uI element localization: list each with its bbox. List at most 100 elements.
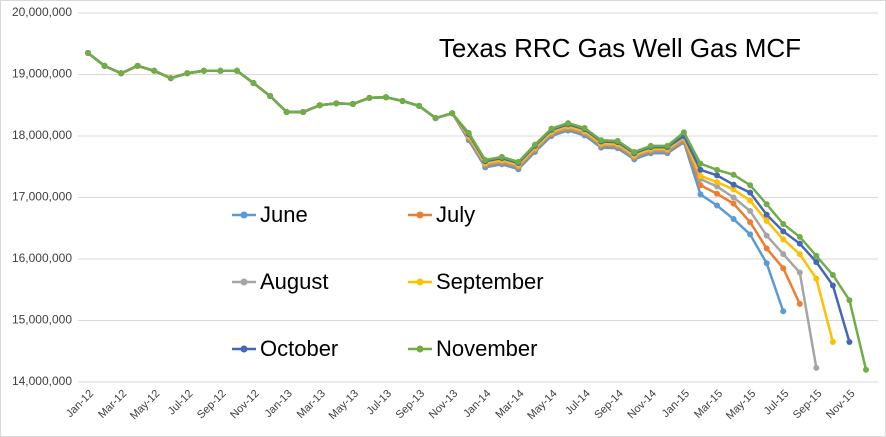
series-marker xyxy=(118,70,125,77)
series-marker xyxy=(714,166,721,173)
series-marker xyxy=(316,102,323,109)
series-marker xyxy=(796,300,803,307)
y-tick-label: 16,000,000 xyxy=(12,251,72,265)
series-marker xyxy=(747,197,754,204)
series-marker xyxy=(349,101,356,108)
series-marker xyxy=(283,109,290,116)
series-marker xyxy=(399,97,406,104)
series-marker xyxy=(714,183,721,190)
series-marker xyxy=(697,191,704,198)
series-marker xyxy=(714,172,721,179)
legend-label: June xyxy=(260,202,308,227)
series-marker xyxy=(747,182,754,189)
y-tick-label: 18,000,000 xyxy=(12,128,72,142)
series-marker xyxy=(531,141,538,148)
series-marker xyxy=(747,189,754,196)
series-marker xyxy=(796,269,803,276)
series-marker xyxy=(796,251,803,258)
legend-marker xyxy=(240,211,248,219)
series-marker xyxy=(366,94,373,101)
series-marker xyxy=(267,93,274,100)
series-marker xyxy=(300,109,307,116)
series-marker xyxy=(730,194,737,201)
series-marker xyxy=(813,259,820,266)
series-marker xyxy=(581,125,588,132)
series-marker xyxy=(697,166,704,173)
series-marker xyxy=(846,297,853,304)
legend-marker xyxy=(240,278,248,286)
series-marker xyxy=(416,102,423,109)
series-marker xyxy=(796,240,803,247)
series-marker xyxy=(184,70,191,77)
series-marker xyxy=(763,245,770,252)
series-marker xyxy=(813,252,820,259)
series-marker xyxy=(747,231,754,238)
y-tick-label: 20,000,000 xyxy=(12,5,72,19)
series-marker xyxy=(250,80,257,87)
series-marker xyxy=(780,228,787,235)
series-marker xyxy=(465,129,472,136)
series-marker xyxy=(482,156,489,163)
series-marker xyxy=(747,219,754,226)
y-tick-label: 15,000,000 xyxy=(12,313,72,327)
series-marker xyxy=(101,62,108,69)
series-marker xyxy=(432,115,439,122)
series-marker xyxy=(730,216,737,223)
series-marker xyxy=(829,282,836,289)
series-marker xyxy=(631,148,638,155)
series-marker xyxy=(730,171,737,178)
series-marker xyxy=(846,339,853,346)
series-marker xyxy=(233,67,240,74)
series-marker xyxy=(151,67,158,74)
series-marker xyxy=(780,251,787,258)
y-tick-label: 17,000,000 xyxy=(12,190,72,204)
series-marker xyxy=(697,172,704,179)
series-marker xyxy=(498,153,505,160)
series-marker xyxy=(747,208,754,215)
series-marker xyxy=(763,260,770,267)
series-marker xyxy=(449,110,456,117)
series-marker xyxy=(796,233,803,240)
legend-marker xyxy=(416,211,424,219)
series-marker xyxy=(829,271,836,278)
series-marker xyxy=(780,265,787,272)
series-marker xyxy=(565,120,572,127)
series-marker xyxy=(730,186,737,193)
legend-label: July xyxy=(436,202,475,227)
series-marker xyxy=(134,62,141,69)
series-marker xyxy=(763,201,770,208)
series-marker xyxy=(714,190,721,197)
series-marker xyxy=(763,217,770,224)
legend-marker xyxy=(416,278,424,286)
series-marker xyxy=(85,49,91,56)
series-marker xyxy=(664,142,671,149)
series-marker xyxy=(167,75,174,82)
series-marker xyxy=(714,202,721,209)
legend-label: August xyxy=(260,269,329,294)
y-tick-label: 14,000,000 xyxy=(12,374,72,388)
series-marker xyxy=(697,160,704,167)
series-marker xyxy=(515,158,522,165)
chart-title: Texas RRC Gas Well Gas MCF xyxy=(439,33,801,63)
legend-marker xyxy=(240,345,248,353)
series-marker xyxy=(763,211,770,218)
series-marker xyxy=(813,275,820,282)
legend-label: September xyxy=(436,269,544,294)
series-marker xyxy=(730,181,737,188)
series-marker xyxy=(829,339,836,346)
series-marker xyxy=(647,142,654,149)
series-marker xyxy=(780,220,787,227)
series-marker xyxy=(382,94,389,101)
legend-label: October xyxy=(260,336,338,361)
series-marker xyxy=(680,129,687,136)
series-marker xyxy=(780,308,787,315)
series-marker xyxy=(863,366,869,373)
series-marker xyxy=(333,100,340,107)
series-marker xyxy=(598,137,605,144)
series-marker xyxy=(217,67,224,74)
series-marker xyxy=(813,364,820,371)
series-marker xyxy=(548,125,555,132)
legend-label: November xyxy=(436,336,537,361)
